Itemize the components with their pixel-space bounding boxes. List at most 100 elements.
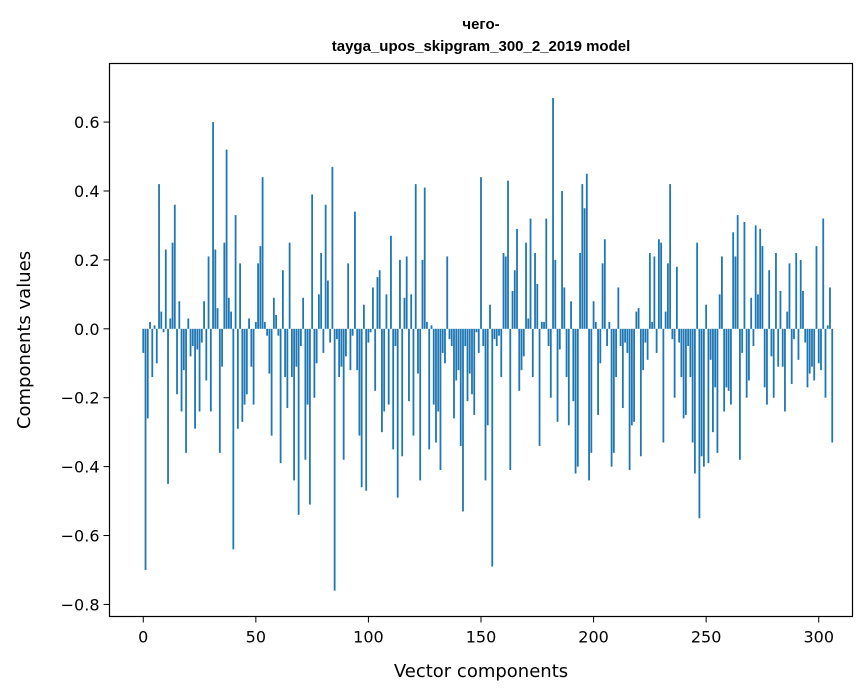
bar-193 <box>576 328 579 467</box>
bar-213 <box>621 328 624 409</box>
bar-201 <box>594 321 597 329</box>
bar-251 <box>707 328 710 464</box>
bar-44 <box>241 328 244 422</box>
bar-211 <box>617 287 620 329</box>
bar-66 <box>290 328 293 378</box>
bar-229 <box>657 239 660 329</box>
bar-296 <box>808 328 811 374</box>
bar-28 <box>205 328 208 381</box>
bar-239 <box>680 328 683 378</box>
bar-278 <box>768 270 771 329</box>
bar-119 <box>410 294 413 329</box>
bar-291 <box>797 328 800 360</box>
x-tick-label: 200 <box>578 628 609 647</box>
y-tick-label: −0.6 <box>61 527 100 546</box>
bar-276 <box>763 328 766 388</box>
bar-116 <box>403 297 406 329</box>
bar-167 <box>518 328 521 391</box>
bar-46 <box>245 328 248 395</box>
bar-231 <box>662 328 665 443</box>
bar-56 <box>268 328 271 374</box>
bar-10 <box>164 249 167 329</box>
chart-title-line-2: tayga_upos_skipgram_300_2_2019 model <box>332 38 631 55</box>
bar-113 <box>396 328 399 498</box>
bar-289 <box>793 328 795 340</box>
bar-160 <box>502 253 505 329</box>
bar-176 <box>538 328 541 446</box>
bar-34 <box>218 328 221 453</box>
bar-51 <box>257 263 259 329</box>
bar-185 <box>558 328 561 350</box>
bar-110 <box>390 235 392 329</box>
bar-71 <box>302 297 305 329</box>
bar-247 <box>698 328 701 519</box>
bar-187 <box>563 287 566 329</box>
bar-198 <box>588 328 590 481</box>
bar-78 <box>317 294 320 329</box>
bar-98 <box>363 304 365 329</box>
bar-62 <box>281 270 284 329</box>
bar-286 <box>786 311 789 329</box>
bar-86 <box>336 328 338 340</box>
bar-257 <box>721 256 723 329</box>
bar-150 <box>480 177 482 329</box>
bar-189 <box>567 328 570 426</box>
bar-192 <box>574 328 577 474</box>
bar-182 <box>552 97 554 329</box>
bar-266 <box>741 328 744 353</box>
bar-42 <box>236 328 239 429</box>
bar-102 <box>372 287 374 329</box>
bar-120 <box>412 328 415 436</box>
bar-172 <box>529 218 532 329</box>
bar-88 <box>340 328 343 367</box>
y-tick-label: −0.4 <box>61 458 100 477</box>
bar-55 <box>266 328 269 336</box>
bar-168 <box>520 328 523 371</box>
bar-305 <box>829 287 831 329</box>
bar-0 <box>142 328 145 353</box>
bar-243 <box>689 328 692 378</box>
y-tick-label: 0.4 <box>74 182 99 201</box>
bar-52 <box>259 246 262 329</box>
bar-82 <box>327 280 329 329</box>
bar-12 <box>169 318 172 329</box>
bar-81 <box>324 204 327 329</box>
x-tick-label: 250 <box>691 628 722 647</box>
bar-35 <box>221 328 223 367</box>
bar-57 <box>270 328 273 436</box>
bar-105 <box>378 270 381 329</box>
bar-290 <box>795 253 798 329</box>
y-axis-label: Components values <box>14 251 35 429</box>
bar-284 <box>781 328 784 367</box>
bar-143 <box>464 328 467 347</box>
bar-106 <box>381 328 383 433</box>
bar-236 <box>673 328 676 398</box>
bar-97 <box>360 328 363 488</box>
bar-249 <box>703 328 705 467</box>
bar-238 <box>678 328 681 343</box>
x-axis-label: Vector components <box>394 661 568 682</box>
bar-85 <box>333 328 336 591</box>
bar-232 <box>664 311 667 329</box>
bar-244 <box>691 328 694 443</box>
bar-218 <box>633 328 635 422</box>
bar-50 <box>254 321 257 329</box>
bar-22 <box>191 328 194 347</box>
bar-15 <box>176 328 178 395</box>
bar-23 <box>194 328 196 429</box>
x-tick-label: 150 <box>466 628 497 647</box>
bar-288 <box>790 328 793 384</box>
bar-139 <box>455 328 458 381</box>
bar-60 <box>277 328 280 336</box>
bar-103 <box>374 328 377 391</box>
bar-100 <box>367 328 370 343</box>
bar-178 <box>543 321 545 329</box>
bar-37 <box>225 149 228 329</box>
bar-16 <box>178 301 181 329</box>
bar-252 <box>709 328 712 360</box>
bar-221 <box>639 328 642 457</box>
bar-155 <box>491 328 494 567</box>
bar-14 <box>173 204 176 329</box>
bar-202 <box>597 328 599 415</box>
bar-123 <box>419 328 422 481</box>
